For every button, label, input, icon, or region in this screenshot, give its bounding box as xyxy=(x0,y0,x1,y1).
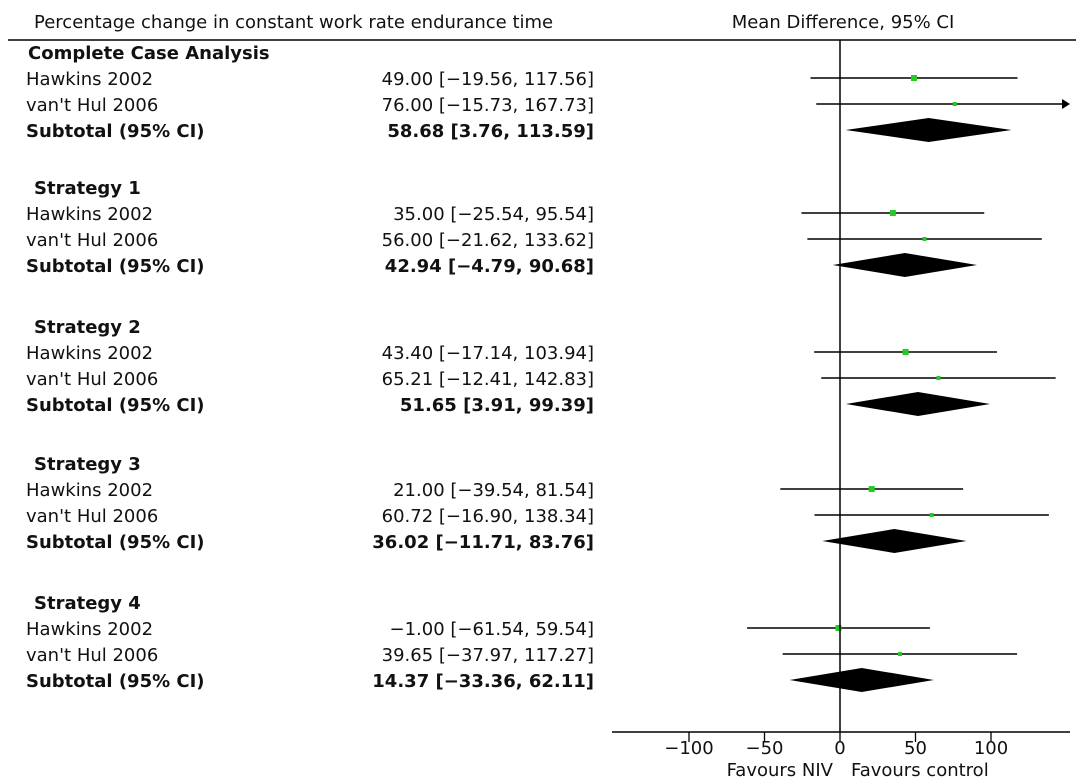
tick-label: 0 xyxy=(834,738,845,759)
subtotal-label: Subtotal (95% CI) xyxy=(26,256,205,277)
right-header: Mean Difference, 95% CI xyxy=(732,12,955,33)
study-name: van't Hul 2006 xyxy=(26,645,158,666)
group-title: Strategy 4 xyxy=(34,593,141,614)
study-estimate: 49.00 [−19.56, 117.56] xyxy=(382,69,594,90)
study-estimate: 43.40 [−17.14, 103.94] xyxy=(382,343,594,364)
point-estimate xyxy=(936,376,941,380)
study-name: van't Hul 2006 xyxy=(26,230,158,251)
study-name: Hawkins 2002 xyxy=(26,69,153,90)
study-name: van't Hul 2006 xyxy=(26,95,158,116)
subtotal-diamond xyxy=(789,668,934,692)
x-axis: −100 −50 0 50 100 xyxy=(612,40,1070,759)
tick-label: −100 xyxy=(664,738,713,759)
subtotal-estimate: 14.37 [−33.36, 62.11] xyxy=(372,671,594,692)
study-name: van't Hul 2006 xyxy=(26,506,158,527)
point-estimate xyxy=(835,625,842,631)
study-estimate: 76.00 [−15.73, 167.73] xyxy=(382,95,594,116)
study-estimate: 35.00 [−25.54, 95.54] xyxy=(393,204,594,225)
point-estimate xyxy=(868,486,875,492)
study-estimate: 39.65 [−37.97, 117.27] xyxy=(382,645,594,666)
study-name: van't Hul 2006 xyxy=(26,369,158,390)
point-estimate xyxy=(929,513,934,517)
subtotal-diamond xyxy=(822,529,967,553)
point-estimate xyxy=(889,210,896,216)
point-estimate xyxy=(902,349,909,355)
subtotal-label: Subtotal (95% CI) xyxy=(26,532,205,553)
study-estimate: −1.00 [−61.54, 59.54] xyxy=(389,619,594,640)
study-name: Hawkins 2002 xyxy=(26,480,153,501)
study-estimate: 56.00 [−21.62, 133.62] xyxy=(382,230,594,251)
point-estimate xyxy=(910,75,917,81)
point-estimate xyxy=(897,652,902,656)
group-title: Complete Case Analysis xyxy=(28,43,270,64)
group-title: Strategy 2 xyxy=(34,317,141,338)
ci-arrow xyxy=(1062,99,1070,109)
subtotal-diamond xyxy=(845,392,991,416)
group-title: Strategy 1 xyxy=(34,178,141,199)
subtotal-estimate: 42.94 [−4.79, 90.68] xyxy=(385,256,594,277)
subtotal-label: Subtotal (95% CI) xyxy=(26,121,205,142)
group-title: Strategy 3 xyxy=(34,454,141,475)
subtotal-diamond xyxy=(832,253,977,277)
subtotal-estimate: 58.68 [3.76, 113.59] xyxy=(387,121,594,142)
subtotal-label: Subtotal (95% CI) xyxy=(26,395,205,416)
tick-label: 100 xyxy=(974,738,1008,759)
subtotal-estimate: 36.02 [−11.71, 83.76] xyxy=(372,532,594,553)
tick-label: −50 xyxy=(746,738,784,759)
point-estimate xyxy=(952,102,957,106)
favours-left-label: Favours NIV xyxy=(727,760,834,780)
subtotal-diamond xyxy=(845,118,1012,142)
study-estimate: 65.21 [−12.41, 142.83] xyxy=(382,369,594,390)
study-estimate: 60.72 [−16.90, 138.34] xyxy=(382,506,594,527)
tick-label: 50 xyxy=(904,738,927,759)
study-estimate: 21.00 [−39.54, 81.54] xyxy=(393,480,594,501)
subtotal-label: Subtotal (95% CI) xyxy=(26,671,205,692)
favours-right-label: Favours control xyxy=(851,760,989,780)
forest-rows: Complete Case Analysis Hawkins 2002 49.00 … xyxy=(26,43,1070,692)
point-estimate xyxy=(922,237,927,241)
study-name: Hawkins 2002 xyxy=(26,204,153,225)
left-header: Percentage change in constant work rate … xyxy=(34,12,553,33)
subtotal-estimate: 51.65 [3.91, 99.39] xyxy=(400,395,594,416)
study-name: Hawkins 2002 xyxy=(26,343,153,364)
study-name: Hawkins 2002 xyxy=(26,619,153,640)
